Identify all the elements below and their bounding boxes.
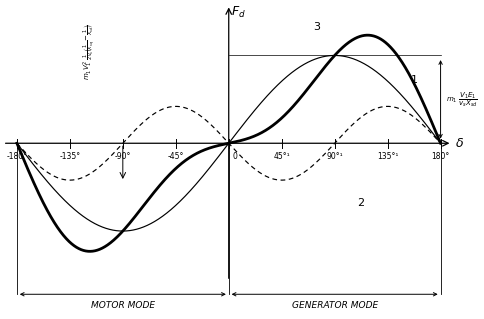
Text: $m_1\ \dfrac{V_1 E_1}{v_s X_{sd}}$: $m_1\ \dfrac{V_1 E_1}{v_s X_{sd}}$: [446, 90, 478, 109]
Text: -90°: -90°: [115, 152, 131, 161]
Text: MOTOR MODE: MOTOR MODE: [91, 301, 155, 310]
Text: 1: 1: [411, 75, 418, 85]
Text: 3: 3: [314, 22, 320, 32]
Text: 90°¹: 90°¹: [326, 152, 343, 161]
Text: -135°: -135°: [60, 152, 80, 161]
Text: -45°: -45°: [167, 152, 184, 161]
Text: 2: 2: [357, 198, 364, 208]
Text: 45°¹: 45°¹: [273, 152, 290, 161]
Text: $\delta$: $\delta$: [454, 137, 464, 150]
Text: GENERATOR MODE: GENERATOR MODE: [291, 301, 378, 310]
Text: $m_1 V_1^2\ \frac{1}{2v_s}\!\left(\!\frac{1}{X_{sq}}\!-\!\frac{1}{X_{sd}}\!\righ: $m_1 V_1^2\ \frac{1}{2v_s}\!\left(\!\fra…: [82, 23, 98, 80]
Text: 135°¹: 135°¹: [377, 152, 398, 161]
Text: 0: 0: [232, 152, 237, 161]
Text: 180°: 180°: [431, 152, 450, 161]
Text: $F_d$: $F_d$: [231, 4, 246, 20]
Text: -180°: -180°: [6, 152, 28, 161]
